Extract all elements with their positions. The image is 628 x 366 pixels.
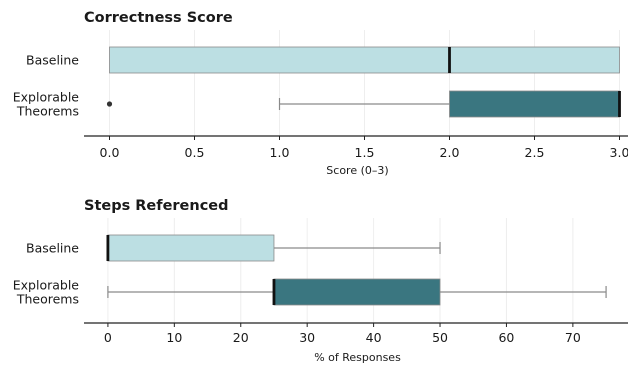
- box-baseline: [109, 46, 620, 74]
- category-label: Baseline: [26, 241, 79, 256]
- x-tick-label: 1.0: [270, 145, 290, 160]
- panel-title: Steps Referenced: [84, 198, 229, 214]
- category-label: Baseline: [26, 53, 79, 68]
- panel-title: Correctness Score: [84, 10, 233, 26]
- box-explorable-theorems: [106, 90, 621, 118]
- x-tick-label: 0.0: [100, 145, 120, 160]
- x-tick-label: 30: [299, 330, 315, 345]
- box-baseline: [106, 234, 441, 262]
- box-body: [449, 90, 620, 118]
- x-tick-label: 50: [432, 330, 448, 345]
- x-tick-label: 70: [565, 330, 581, 345]
- x-tick-label: 40: [366, 330, 382, 345]
- x-tick-label: 60: [498, 330, 514, 345]
- category-label: Explorable Theorems: [13, 278, 80, 307]
- x-tick-label: 0: [104, 330, 112, 345]
- panel-correctness-score: Correctness Score Baseline Explorable Theo…: [13, 10, 628, 177]
- plot-area: Baseline Explorable Theorems 0 10 20 30 40 50 60 7…: [13, 218, 628, 345]
- box-body: [273, 278, 441, 306]
- plot-area: Baseline Explorable Theorems 0.0 0.5 1.0 1.5 2.…: [13, 30, 628, 160]
- x-tick-label: 0.5: [185, 145, 205, 160]
- x-tick-label: 20: [233, 330, 249, 345]
- x-axis-label: Score (0–3): [326, 164, 388, 177]
- x-tick-label: 3.0: [610, 145, 628, 160]
- x-axis-label: % of Responses: [314, 351, 401, 364]
- x-tick-label: 2.5: [525, 145, 545, 160]
- category-label: Explorable Theorems: [13, 90, 80, 119]
- x-tick-label: 2.0: [440, 145, 460, 160]
- box-explorable-theorems: [107, 278, 607, 306]
- box-body: [107, 234, 275, 262]
- x-tick-label: 10: [166, 330, 182, 345]
- panel-steps-referenced: Steps Referenced Baseline Explorable Theor…: [13, 198, 628, 364]
- outlier-point: [106, 101, 113, 107]
- box-body: [109, 46, 620, 74]
- x-tick-label: 1.5: [355, 145, 375, 160]
